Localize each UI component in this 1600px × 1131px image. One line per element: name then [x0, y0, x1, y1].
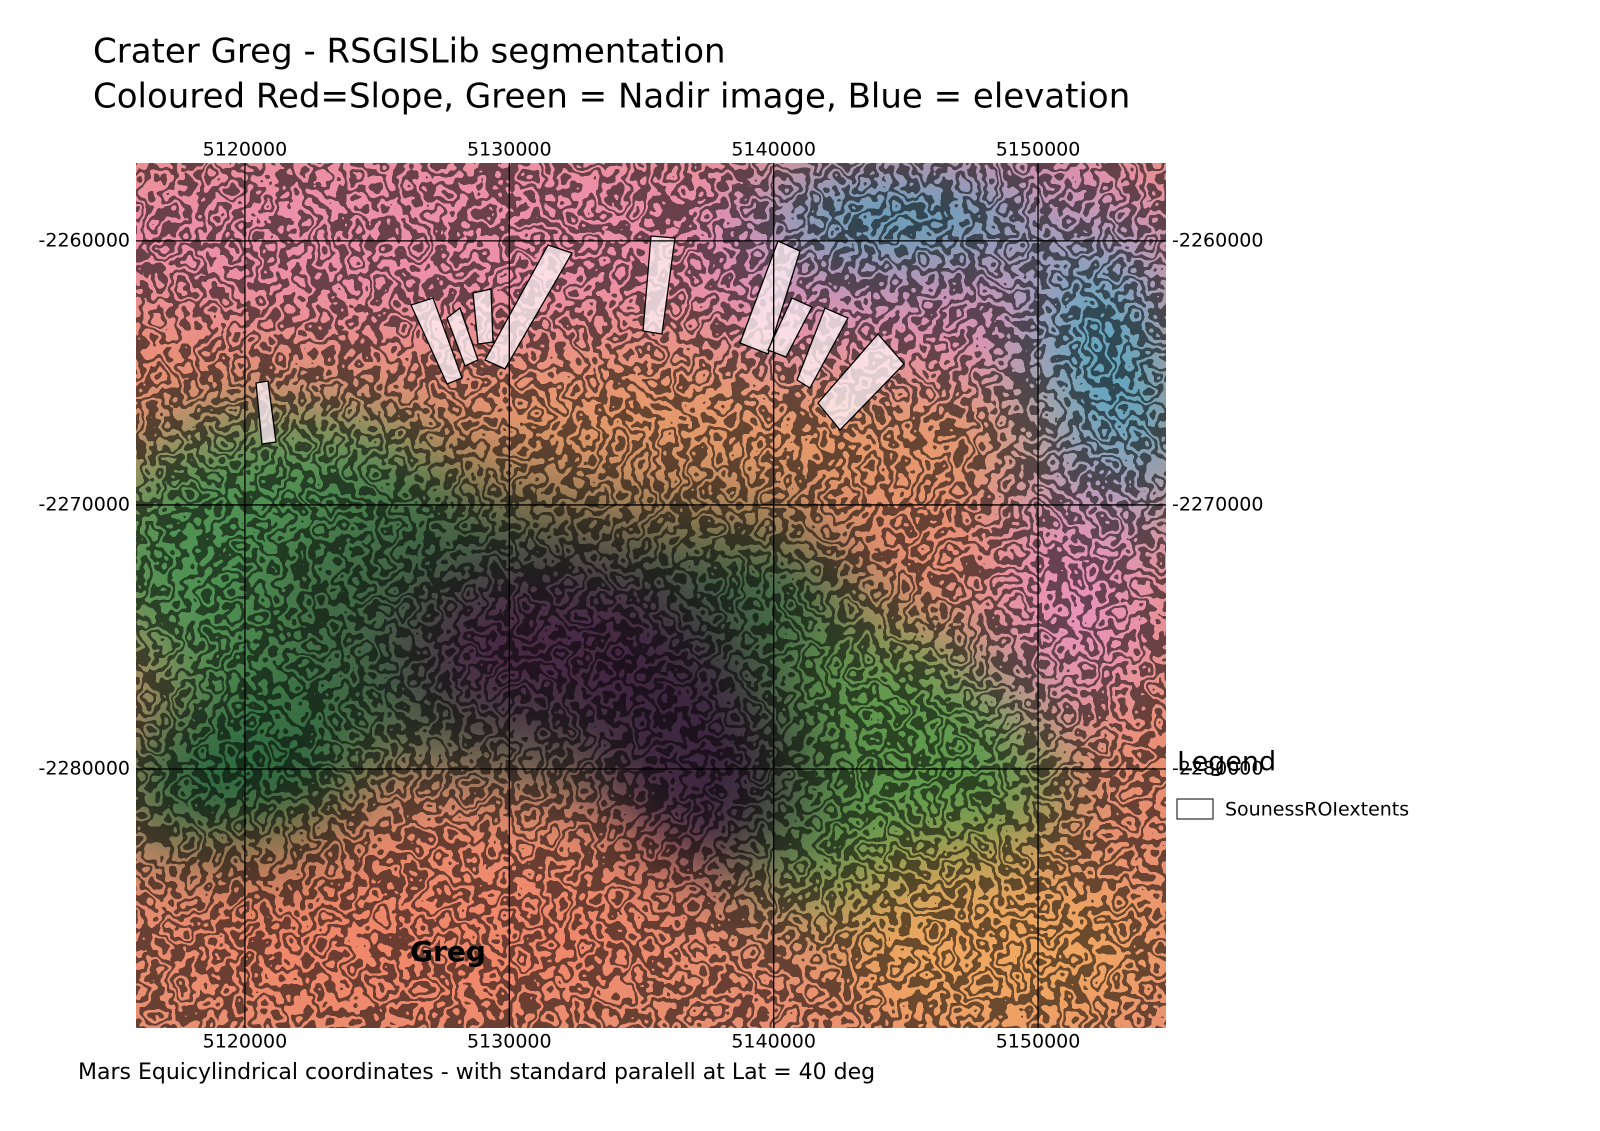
map-image	[136, 163, 1166, 1028]
roi-polygons	[255, 235, 905, 445]
y-tick-label: -2260000	[39, 229, 130, 251]
x-tick-label: 5120000	[203, 1031, 288, 1053]
title-line: Coloured Red=Slope, Green = Nadir image,…	[93, 77, 1130, 117]
x-tick-label: 5140000	[731, 1031, 816, 1053]
x-tick-label: 5150000	[996, 1031, 1081, 1053]
legend-swatch	[1176, 798, 1214, 820]
x-tick-label: 5140000	[731, 139, 816, 161]
x-tick-label: 5130000	[467, 1031, 552, 1053]
legend-title: Legend	[1177, 747, 1276, 778]
footer: Mars Equicylindrical coordinates - with …	[78, 1060, 875, 1085]
y-tick-label: -2270000	[1172, 493, 1263, 515]
place-label: Greg	[410, 935, 486, 968]
y-tick-label: -2260000	[1172, 229, 1263, 251]
x-tick-label: 5130000	[467, 139, 552, 161]
y-tick-label: -2280000	[39, 757, 130, 779]
legend-item: SounessROIextents	[1225, 799, 1409, 821]
x-tick-label: 5120000	[203, 139, 288, 161]
y-tick-label: -2270000	[39, 493, 130, 515]
y-tick-label: -2280000	[1172, 757, 1263, 779]
x-tick-label: 5150000	[996, 139, 1081, 161]
title-line: Crater Greg - RSGISLib segmentation	[93, 32, 726, 72]
graticule	[136, 163, 1166, 1028]
